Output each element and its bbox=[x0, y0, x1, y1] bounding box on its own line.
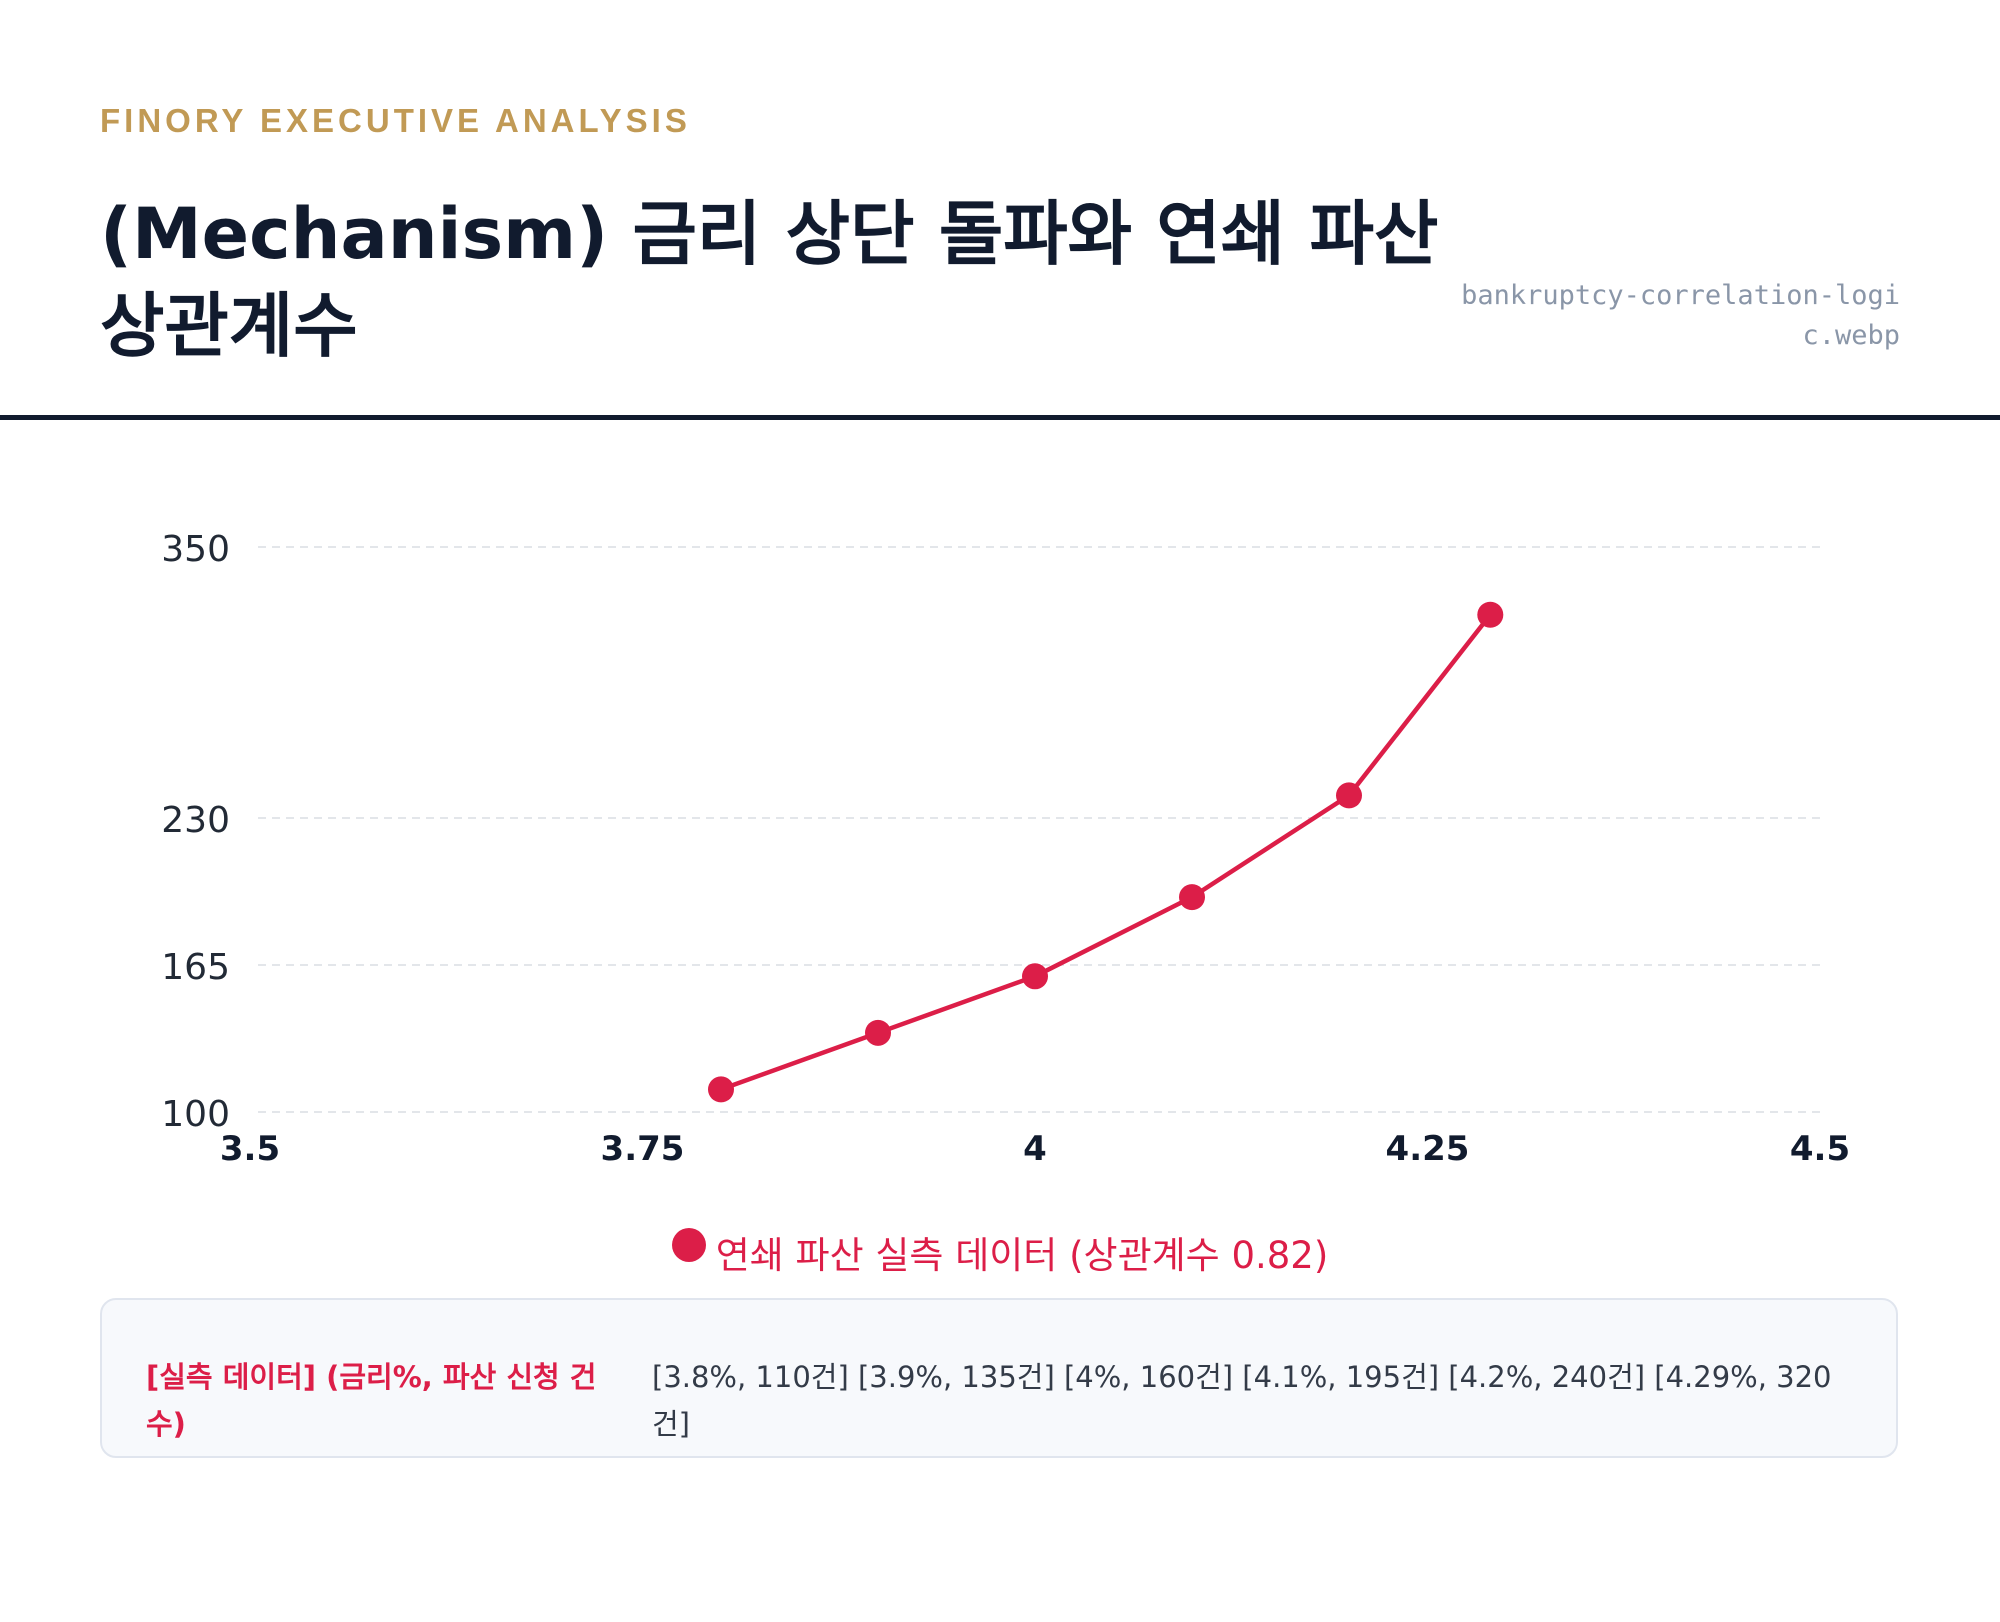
file-name: bankruptcy-correlation-logic.webp bbox=[1461, 280, 1900, 351]
raw-data-label: [실측 데이터] (금리%, 파산 신청 건수) bbox=[146, 1360, 597, 1441]
y-tick-label: 165 bbox=[161, 947, 230, 988]
data-point bbox=[1477, 601, 1504, 628]
x-tick-label: 4.25 bbox=[1386, 1129, 1470, 1169]
header-divider bbox=[0, 415, 2000, 420]
line-chart: 100 165 230 350 3.5 3.75 4 4.25 4.5 bbox=[161, 529, 1850, 1169]
series-layer bbox=[708, 601, 1504, 1103]
y-axis-ticks: 100 165 230 350 bbox=[161, 529, 230, 1135]
series-line bbox=[718, 612, 1493, 1092]
y-tick-label: 350 bbox=[161, 529, 230, 570]
legend-label: 연쇄 파산 실측 데이터 (상관계수 0.82) bbox=[715, 1234, 1329, 1277]
data-point bbox=[1336, 782, 1362, 809]
grid-lines bbox=[258, 546, 1820, 1113]
data-point bbox=[708, 1076, 734, 1103]
eyebrow-label: FINORY EXECUTIVE ANALYSIS bbox=[100, 102, 691, 139]
x-axis-ticks: 3.5 3.75 4 4.25 4.5 bbox=[220, 1129, 1850, 1169]
x-tick-label: 3.5 bbox=[220, 1129, 280, 1169]
page-title: (Mechanism) 금리 상단 돌파와 연쇄 파산 상관계수 bbox=[100, 193, 1439, 367]
x-tick-label: 4 bbox=[1023, 1129, 1047, 1169]
legend-marker bbox=[671, 1228, 706, 1262]
raw-data-values: [3.8%, 110건] [3.9%, 135건] [4%, 160건] [4.… bbox=[652, 1360, 1832, 1441]
data-point bbox=[865, 1019, 891, 1046]
data-point bbox=[1022, 963, 1048, 990]
x-tick-label: 3.75 bbox=[601, 1129, 685, 1169]
data-point bbox=[1179, 884, 1205, 911]
y-tick-label: 230 bbox=[161, 800, 230, 841]
raw-data-panel: [실측 데이터] (금리%, 파산 신청 건수) [3.8%, 110건] [3… bbox=[100, 1298, 1898, 1458]
y-tick-label: 100 bbox=[161, 1094, 230, 1135]
chart-legend: 연쇄 파산 실측 데이터 (상관계수 0.82) bbox=[0, 1225, 2000, 1279]
x-tick-label: 4.5 bbox=[1790, 1129, 1850, 1169]
